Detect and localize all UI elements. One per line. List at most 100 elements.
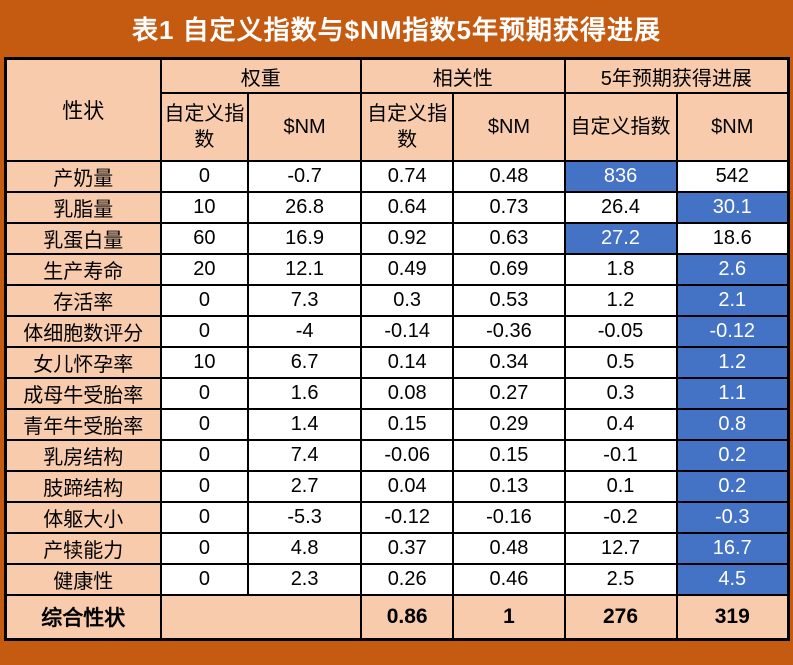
value-cell: 0 (159, 501, 250, 534)
value-cell: 0.48 (452, 532, 566, 565)
value-cell: 1.2 (675, 346, 790, 379)
table-row: 乳房结构 0 7.4 -0.06 0.15 -0.1 0.2 (4, 439, 790, 472)
value-cell: 0.5 (563, 346, 678, 379)
value-cell: 0.1 (563, 470, 678, 503)
value-cell: 26.4 (563, 191, 678, 224)
trait-cell: 生产寿命 (4, 253, 162, 286)
value-cell: 7.3 (247, 284, 362, 317)
value-cell: -0.16 (452, 501, 566, 534)
value-cell: 0.53 (452, 284, 566, 317)
value-cell: -0.14 (359, 315, 455, 348)
table-row: 女儿怀孕率 10 6.7 0.14 0.34 0.5 1.2 (4, 346, 790, 379)
value-cell: 0 (159, 377, 250, 410)
value-cell: 6.7 (247, 346, 362, 379)
trait-cell: 产奶量 (4, 160, 162, 193)
value-cell: -0.2 (563, 501, 678, 534)
value-cell: 0 (159, 284, 250, 317)
value-cell: 0.26 (359, 563, 455, 596)
value-cell: 542 (675, 160, 790, 193)
table-row: 生产寿命 20 12.1 0.49 0.69 1.8 2.6 (4, 253, 790, 286)
value-cell: 16.9 (247, 222, 362, 255)
subheader-progress-nm: $NM (675, 92, 790, 162)
table-row: 乳脂量 10 26.8 0.64 0.73 26.4 30.1 (4, 191, 790, 224)
summary-correlation-custom-cell: 0.86 (359, 594, 455, 641)
value-cell: 1.8 (563, 253, 678, 286)
value-cell: 0.15 (452, 439, 566, 472)
value-cell: 4.5 (675, 563, 790, 596)
value-cell: 0.92 (359, 222, 455, 255)
value-cell: 0.15 (359, 408, 455, 441)
value-cell: 12.1 (247, 253, 362, 286)
table-row: 产犊能力 0 4.8 0.37 0.48 12.7 16.7 (4, 532, 790, 565)
value-cell: -0.12 (359, 501, 455, 534)
data-table: 性状 权重 相关性 5年预期获得进展 自定义指数 $NM 自定义指数 $NM 自… (4, 57, 790, 641)
value-cell: 2.5 (563, 563, 678, 596)
summary-progress-nm-cell: 319 (675, 594, 790, 641)
table-row: 成母牛受胎率 0 1.6 0.08 0.27 0.3 1.1 (4, 377, 790, 410)
trait-cell: 产犊能力 (4, 532, 162, 565)
value-cell: 0.69 (452, 253, 566, 286)
table-footer: 综合性状 0.86 1 276 319 (4, 594, 790, 641)
value-cell: 1.6 (247, 377, 362, 410)
value-cell: 0.64 (359, 191, 455, 224)
value-cell: 2.6 (675, 253, 790, 286)
trait-cell: 体躯大小 (4, 501, 162, 534)
summary-row: 综合性状 0.86 1 276 319 (4, 594, 790, 641)
value-cell: 26.8 (247, 191, 362, 224)
value-cell: 2.7 (247, 470, 362, 503)
column-group-progress: 5年预期获得进展 (563, 57, 790, 94)
value-cell: 0.27 (452, 377, 566, 410)
header-sub-row: 自定义指数 $NM 自定义指数 $NM 自定义指数 $NM (6, 92, 790, 162)
value-cell: 16.7 (675, 532, 790, 565)
value-cell: -0.7 (247, 160, 362, 193)
table-row: 体躯大小 0 -5.3 -0.12 -0.16 -0.2 -0.3 (4, 501, 790, 534)
table-row: 存活率 0 7.3 0.3 0.53 1.2 2.1 (4, 284, 790, 317)
value-cell: 20 (159, 253, 250, 286)
value-cell: 27.2 (563, 222, 678, 255)
trait-cell: 女儿怀孕率 (4, 346, 162, 379)
value-cell: 0.14 (359, 346, 455, 379)
value-cell: 0.3 (359, 284, 455, 317)
value-cell: 2.3 (247, 563, 362, 596)
table-row: 肢蹄结构 0 2.7 0.04 0.13 0.1 0.2 (4, 470, 790, 503)
trait-cell: 存活率 (4, 284, 162, 317)
table-body: 产奶量 0 -0.7 0.74 0.48 836 542 乳脂量 10 26.8 0.64 0.73 2… (4, 160, 790, 596)
value-cell: 0 (159, 470, 250, 503)
value-cell: 0.34 (452, 346, 566, 379)
value-cell: 0.4 (563, 408, 678, 441)
value-cell: -0.3 (675, 501, 790, 534)
value-cell: 2.1 (675, 284, 790, 317)
value-cell: 0.73 (452, 191, 566, 224)
value-cell: -0.12 (675, 315, 790, 348)
value-cell: 0 (159, 315, 250, 348)
value-cell: 0 (159, 439, 250, 472)
value-cell: 0 (159, 563, 250, 596)
value-cell: 0.63 (452, 222, 566, 255)
column-header-trait: 性状 (4, 57, 162, 162)
subheader-progress-custom-index: 自定义指数 (563, 92, 678, 162)
value-cell: 0.48 (452, 160, 566, 193)
trait-cell: 体细胞数评分 (4, 315, 162, 348)
table-row: 健康性 0 2.3 0.26 0.46 2.5 4.5 (4, 563, 790, 596)
value-cell: -5.3 (247, 501, 362, 534)
value-cell: 0 (159, 532, 250, 565)
table-row: 体细胞数评分 0 -4 -0.14 -0.36 -0.05 -0.12 (4, 315, 790, 348)
value-cell: 30.1 (675, 191, 790, 224)
column-group-correlation: 相关性 (359, 57, 566, 94)
value-cell: 0.37 (359, 532, 455, 565)
subheader-weight-custom-index: 自定义指数 (159, 92, 250, 162)
value-cell: 7.4 (247, 439, 362, 472)
trait-cell: 乳蛋白量 (4, 222, 162, 255)
subheader-weight-nm: $NM (247, 92, 362, 162)
value-cell: 4.8 (247, 532, 362, 565)
table-header: 性状 权重 相关性 5年预期获得进展 自定义指数 $NM 自定义指数 $NM 自… (4, 57, 790, 162)
value-cell: 0 (159, 408, 250, 441)
trait-cell: 乳房结构 (4, 439, 162, 472)
trait-cell: 成母牛受胎率 (4, 377, 162, 410)
value-cell: 12.7 (563, 532, 678, 565)
trait-cell: 肢蹄结构 (4, 470, 162, 503)
value-cell: 0.2 (675, 470, 790, 503)
column-group-weight: 权重 (159, 57, 362, 94)
trait-cell: 青年牛受胎率 (4, 408, 162, 441)
value-cell: -0.36 (452, 315, 566, 348)
